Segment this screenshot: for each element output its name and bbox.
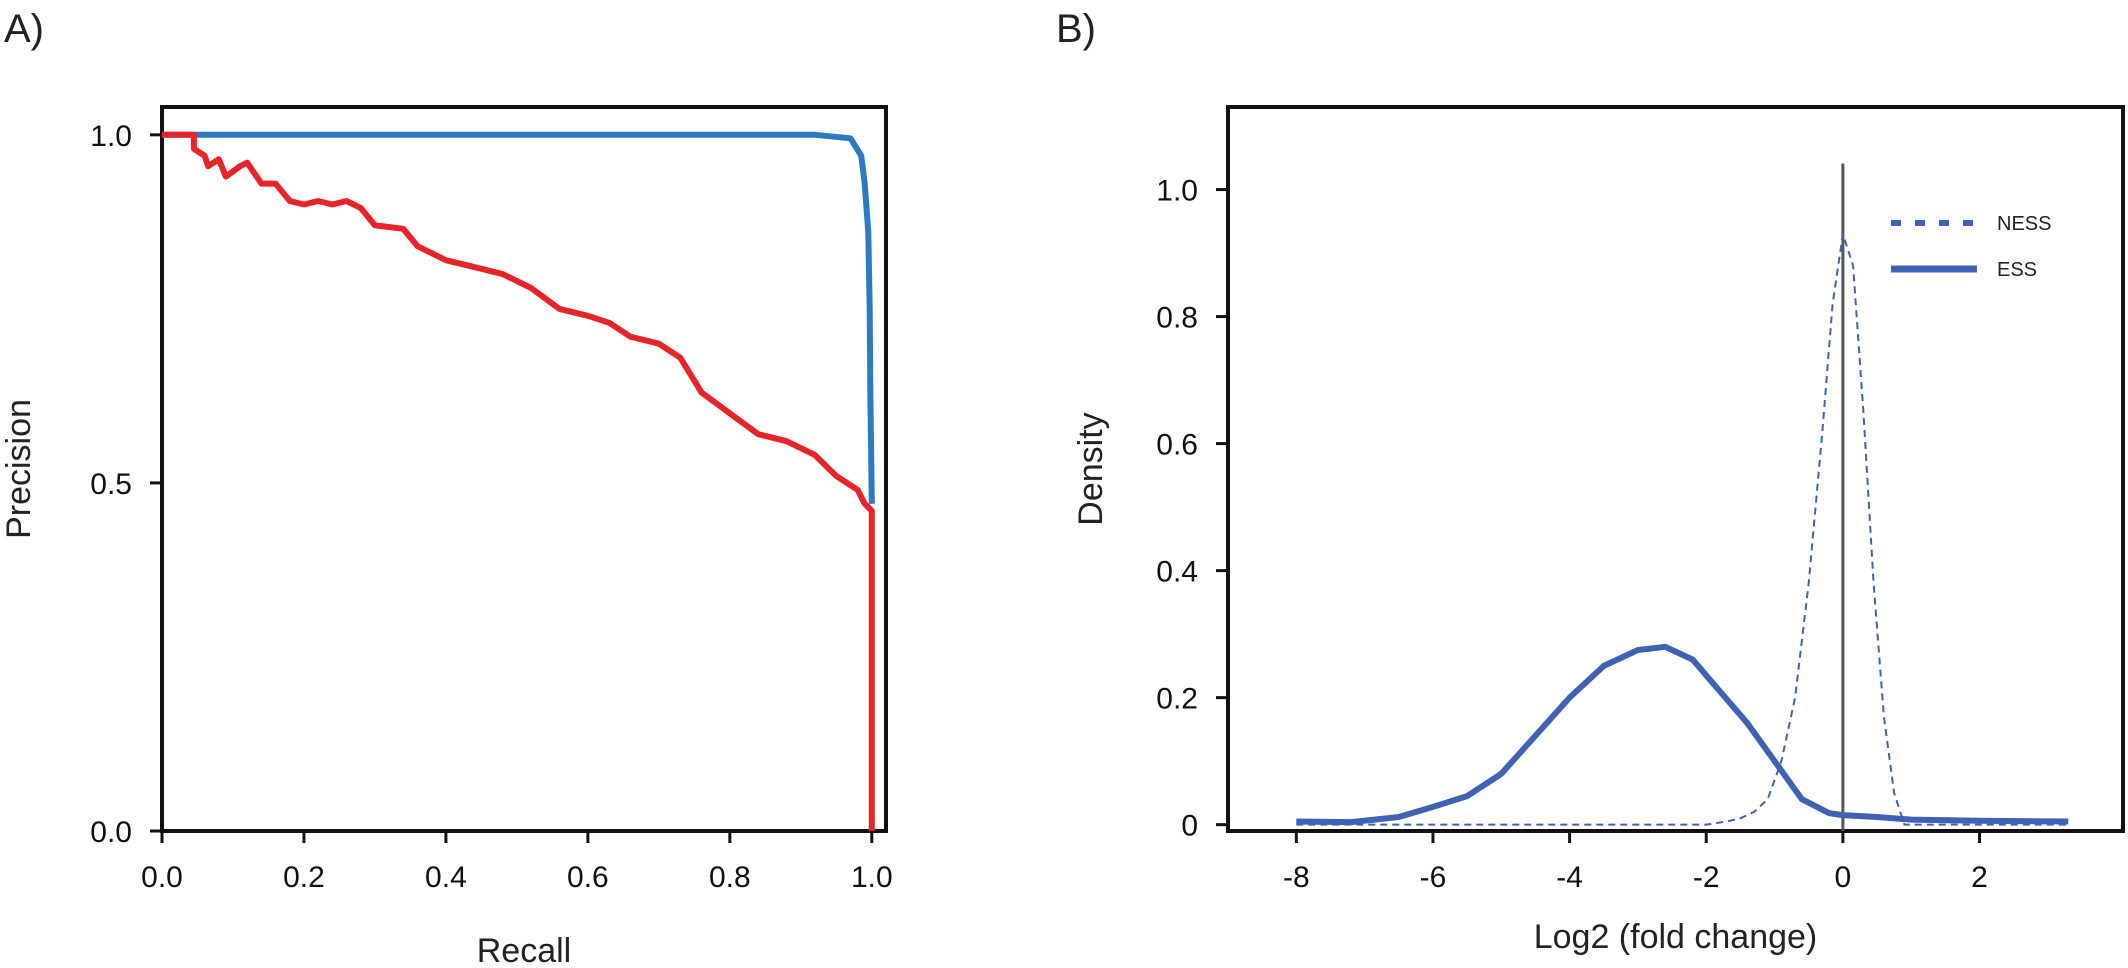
y-tick-label: 0.2 xyxy=(1156,683,1198,716)
precision-recall-chart: 0.0 0.2 0.4 0.6 0.8 1.0 0.0 0.5 1.0 Recall Precisi… xyxy=(0,105,893,968)
plot-frame xyxy=(160,105,888,833)
x-tick-label: 0 xyxy=(1835,861,1852,894)
y-tick-label: 0.6 xyxy=(1156,429,1198,462)
x-axis-title: Recall xyxy=(477,932,571,968)
series-blue-line xyxy=(162,131,875,504)
series-ess-line xyxy=(1296,643,2069,826)
x-tick-label: 0.6 xyxy=(567,861,609,894)
x-tick-label: 1.0 xyxy=(851,861,893,894)
x-tick-label: -4 xyxy=(1556,861,1583,894)
y-tick-label: 0.8 xyxy=(1156,302,1198,335)
x-tick-label: -6 xyxy=(1420,861,1447,894)
y-tick-label: 1.0 xyxy=(1156,175,1198,208)
x-tick-label: -8 xyxy=(1283,861,1310,894)
x-tick-label: 0.2 xyxy=(283,861,325,894)
panel-b-label: B) xyxy=(1056,7,1096,51)
x-tick-label: 0.4 xyxy=(425,861,467,894)
y-tick-label: 0.0 xyxy=(90,816,132,849)
x-tick-label: 0.8 xyxy=(709,861,751,894)
legend-label-ess: ESS xyxy=(1997,259,2037,281)
series-ness-line xyxy=(1296,233,2069,826)
y-tick-label: 0 xyxy=(1181,810,1198,843)
y-axis-title: Density xyxy=(1072,412,1110,525)
series-red-line xyxy=(162,131,875,831)
density-chart: -8 -6 -4 -2 0 2 0 0.2 0.4 0.6 0.8 1.0 Log2 (fold cha… xyxy=(1072,105,2125,956)
panel-a-label: A) xyxy=(4,7,44,51)
legend-label-ness: NESS xyxy=(1997,213,2051,235)
x-tick-label: -2 xyxy=(1693,861,1720,894)
y-tick-label: 0.4 xyxy=(1156,556,1198,589)
y-tick-label: 0.5 xyxy=(90,468,132,501)
y-tick-label: 1.0 xyxy=(90,120,132,153)
x-tick-label: 2 xyxy=(1971,861,1988,894)
plot-frame xyxy=(1226,105,2125,833)
x-axis-title: Log2 (fold change) xyxy=(1534,918,1818,956)
x-tick-label: 0.0 xyxy=(141,861,183,894)
y-axis-title: Precision xyxy=(0,399,38,539)
